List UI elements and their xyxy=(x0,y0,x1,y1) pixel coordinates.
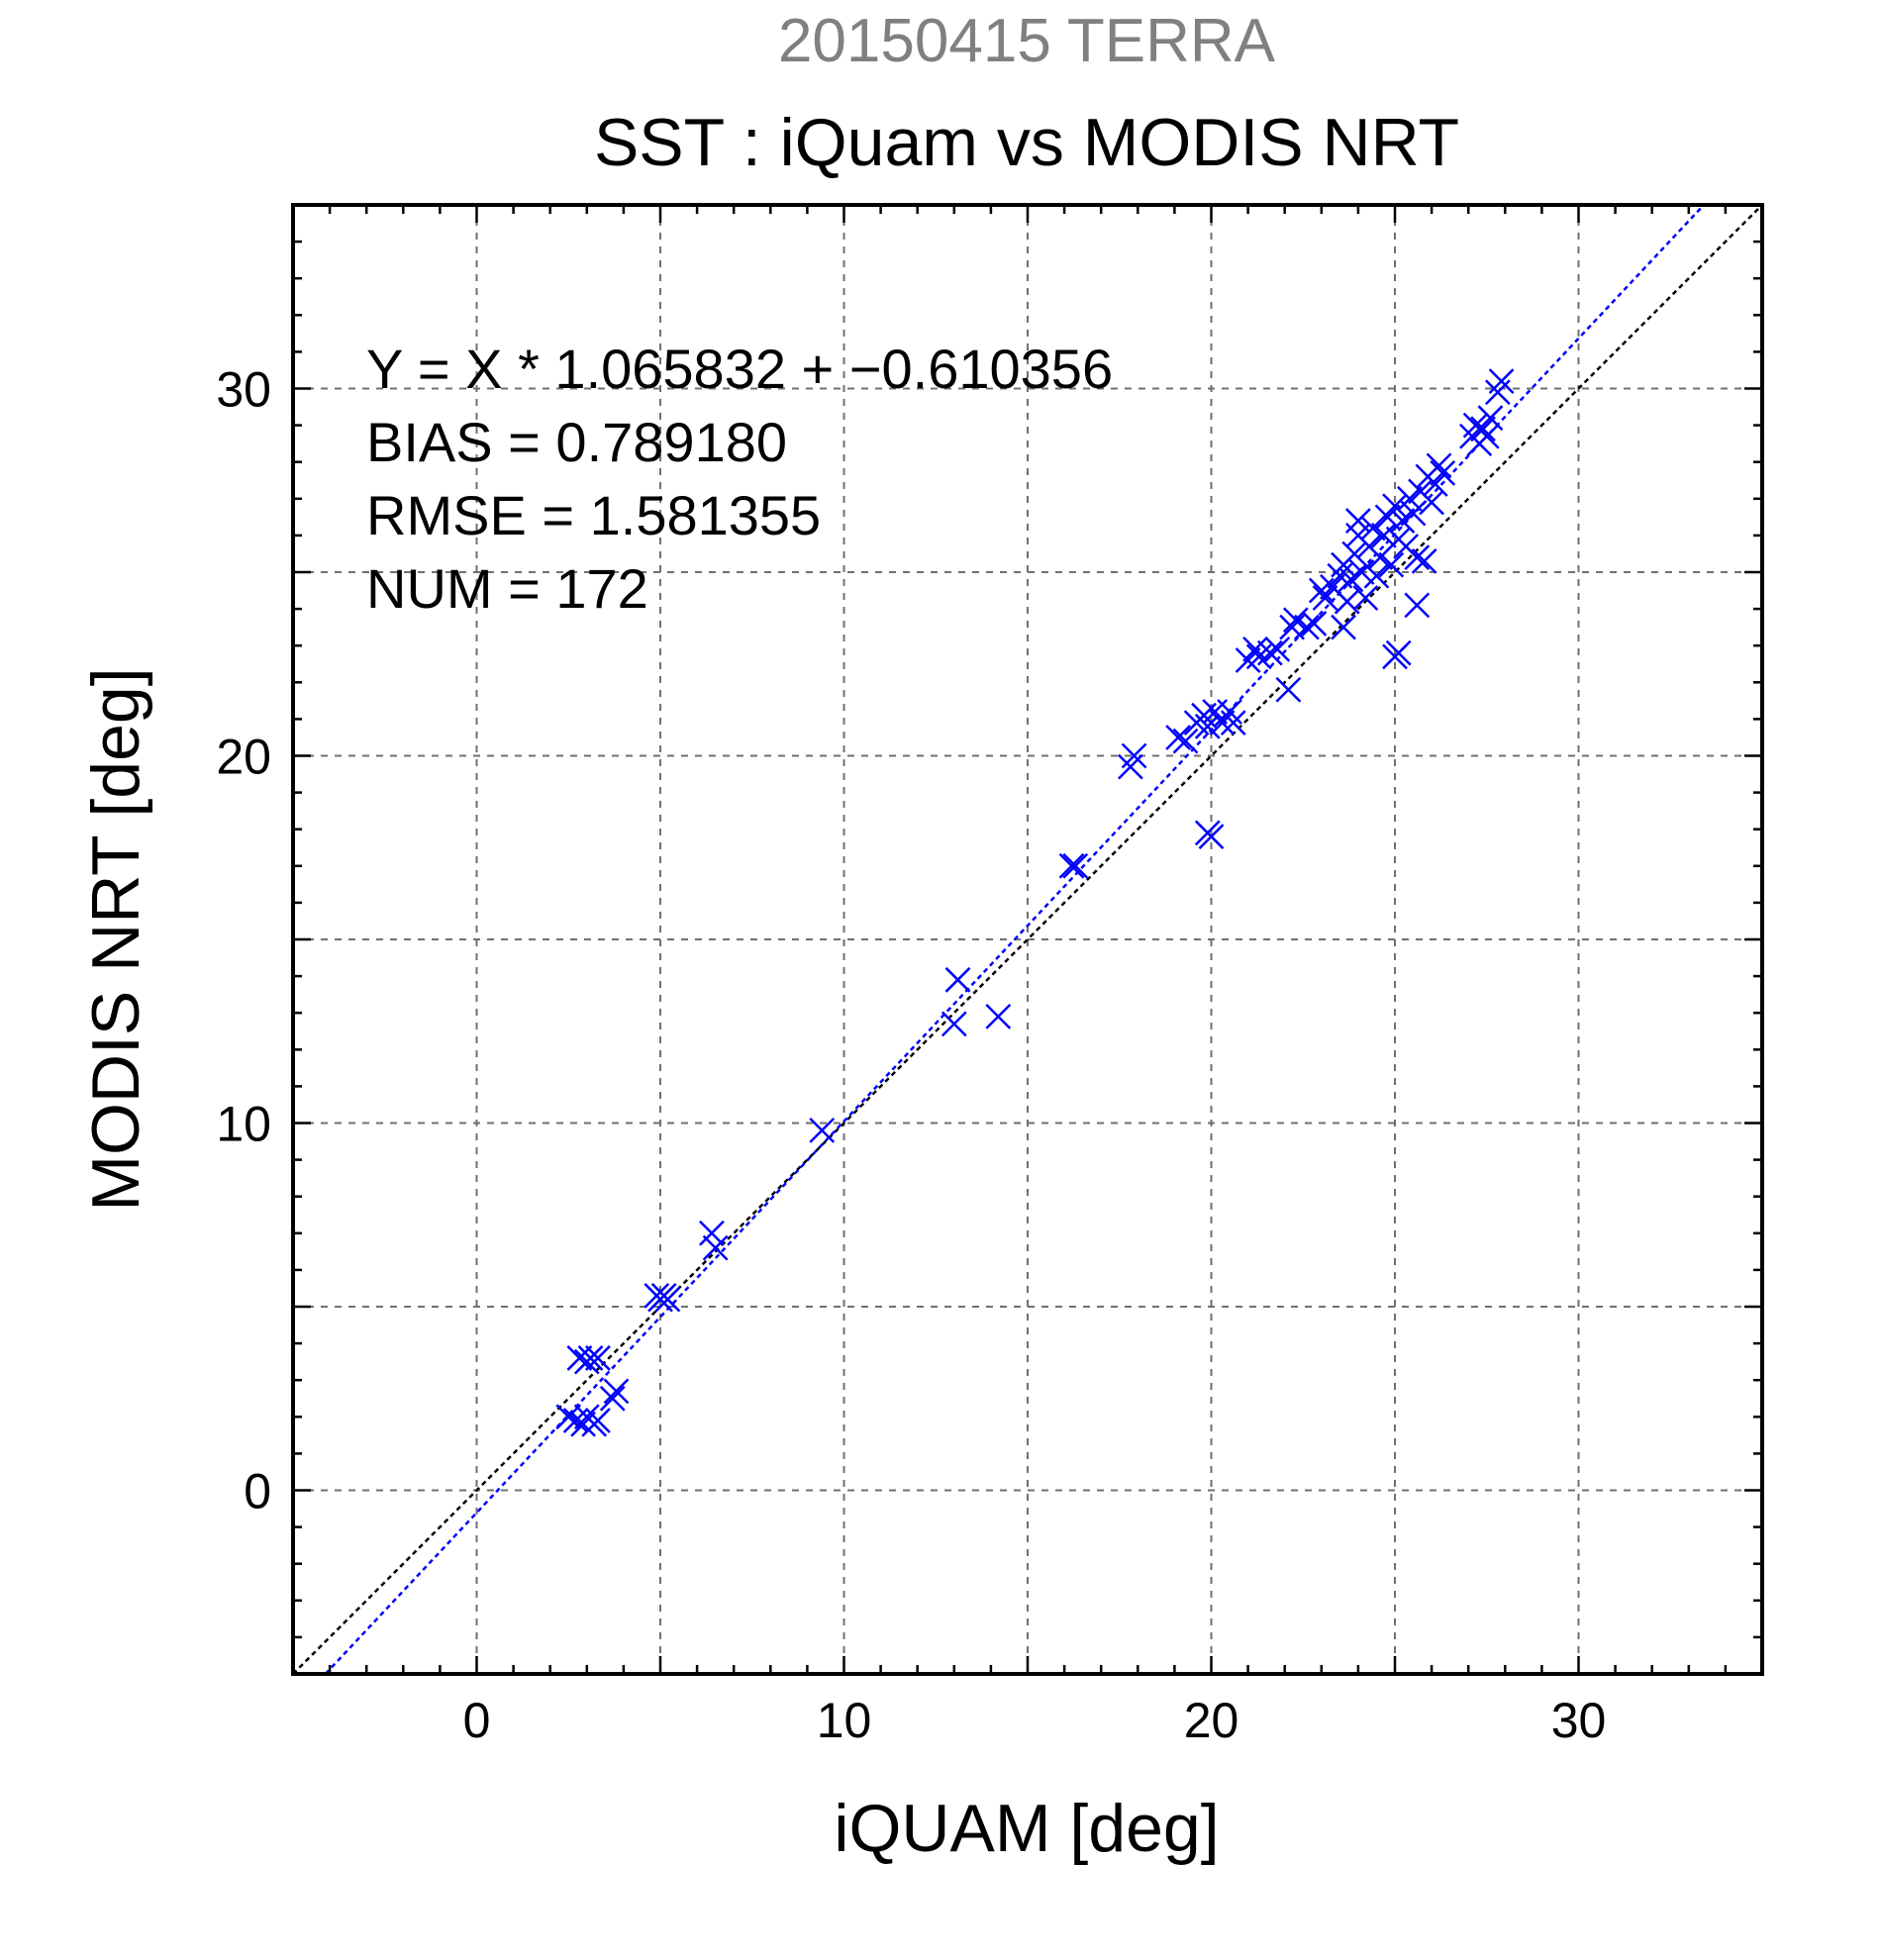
data-point xyxy=(1334,588,1360,615)
data-point xyxy=(1470,416,1496,442)
data-point xyxy=(1400,500,1427,527)
y-tick-label: 20 xyxy=(216,730,271,785)
data-point xyxy=(1198,824,1225,850)
x-tick-label: 10 xyxy=(817,1693,872,1748)
data-point xyxy=(1294,614,1320,640)
data-point xyxy=(1430,459,1456,486)
data-point xyxy=(570,1411,596,1437)
data-point xyxy=(1121,742,1147,769)
data-point xyxy=(1363,562,1390,589)
data-points xyxy=(555,368,1515,1437)
data-point xyxy=(1352,585,1379,611)
data-point xyxy=(1194,713,1221,739)
data-point xyxy=(1404,544,1431,571)
data-point xyxy=(654,1286,681,1313)
stat-bias: BIAS = 0.789180 xyxy=(366,411,787,473)
data-point xyxy=(1345,508,1371,534)
chart-title: SST : iQuam vs MODIS NRT xyxy=(594,105,1459,180)
data-point xyxy=(555,1404,582,1430)
data-point xyxy=(1473,423,1500,449)
plot-frame xyxy=(291,203,1764,1676)
x-tick-label: 0 xyxy=(463,1693,491,1748)
tick-labels: 0 10 20 30 0 10 20 30 xyxy=(216,362,1606,1749)
data-point xyxy=(603,1378,630,1405)
data-point xyxy=(1396,485,1423,512)
data-point xyxy=(1382,493,1408,520)
data-point xyxy=(1165,725,1191,750)
data-point xyxy=(1348,559,1375,585)
data-point xyxy=(809,1118,836,1143)
data-point xyxy=(1062,852,1089,879)
one-to-one-line xyxy=(292,204,1763,1675)
data-point xyxy=(940,1011,967,1037)
data-point xyxy=(1488,368,1515,394)
y-tick-label: 10 xyxy=(216,1097,271,1152)
y-axis-label: MODIS NRT [deg] xyxy=(78,667,153,1211)
data-point xyxy=(1477,405,1504,432)
grid-lines xyxy=(293,205,1762,1674)
data-point xyxy=(1378,551,1405,578)
data-point xyxy=(1264,637,1291,662)
data-point xyxy=(1256,639,1283,666)
data-point xyxy=(1404,592,1431,619)
x-axis-label: iQUAM [deg] xyxy=(834,1791,1219,1866)
data-point xyxy=(1209,710,1236,735)
x-tick-label: 20 xyxy=(1184,1693,1239,1748)
data-point xyxy=(566,1345,593,1371)
data-point xyxy=(1242,637,1268,662)
data-point xyxy=(1359,515,1386,541)
data-point xyxy=(1058,852,1085,879)
data-point xyxy=(1331,614,1356,640)
y-tick-label: 30 xyxy=(216,362,271,418)
y-tick-label: 0 xyxy=(244,1464,271,1519)
data-point xyxy=(1275,676,1302,703)
data-point xyxy=(1337,566,1364,593)
data-point xyxy=(1385,639,1412,666)
data-point xyxy=(1172,728,1199,754)
statistics-box: Y = X * 1.065832 + −0.610356 BIAS = 0.78… xyxy=(366,338,1113,620)
data-point xyxy=(585,1345,611,1371)
data-point xyxy=(1374,504,1401,531)
data-point xyxy=(577,1345,604,1371)
data-point xyxy=(1312,585,1338,611)
data-point xyxy=(1426,452,1452,479)
data-point xyxy=(1301,611,1328,637)
data-point xyxy=(1411,547,1437,574)
data-point xyxy=(1279,614,1306,640)
data-point xyxy=(985,1004,1012,1029)
stat-rmse: RMSE = 1.581355 xyxy=(366,484,821,546)
x-tick-label: 30 xyxy=(1551,1693,1607,1748)
data-point xyxy=(1389,508,1416,534)
data-point xyxy=(599,1385,626,1412)
data-point xyxy=(702,1234,729,1261)
stat-regression: Y = X * 1.065832 + −0.610356 xyxy=(366,338,1113,400)
stat-num: NUM = 172 xyxy=(366,557,648,620)
data-point xyxy=(944,966,971,993)
data-point xyxy=(1220,710,1246,735)
data-point xyxy=(699,1220,725,1246)
data-point xyxy=(585,1408,611,1433)
chart-subtitle: 20150415 TERRA xyxy=(778,7,1276,75)
